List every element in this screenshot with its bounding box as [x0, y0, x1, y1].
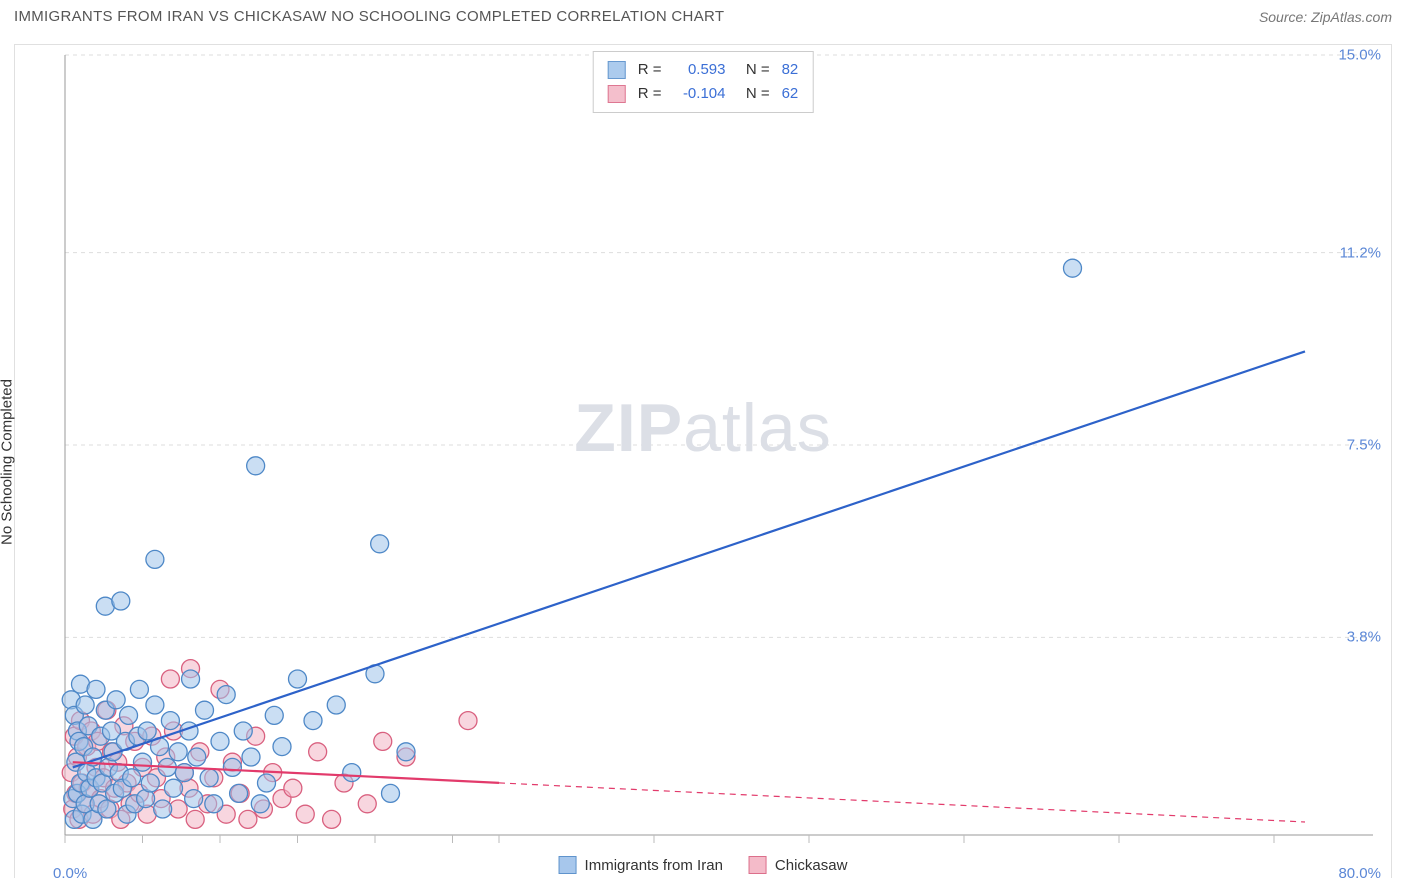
iran-point	[273, 738, 291, 756]
iran-point	[223, 758, 241, 776]
y-tick-label: 7.5%	[1347, 437, 1381, 454]
chart-title: IMMIGRANTS FROM IRAN VS CHICKASAW NO SCH…	[14, 8, 724, 25]
legend-label: Immigrants from Iran	[585, 857, 723, 874]
iran-point	[185, 790, 203, 808]
iran-point	[182, 670, 200, 688]
iran-point	[165, 779, 183, 797]
chart-container: No Schooling Completed ZIPatlas R = 0.59…	[14, 44, 1392, 878]
swatch-iran	[608, 61, 626, 79]
chickasaw-point	[186, 810, 204, 828]
iran-point	[87, 680, 105, 698]
chickasaw-point	[459, 712, 477, 730]
iran-point	[230, 784, 248, 802]
swatch-iran	[559, 856, 577, 874]
iran-point	[188, 748, 206, 766]
iran-point	[196, 701, 214, 719]
iran-point	[382, 784, 400, 802]
r-label: R =	[638, 82, 662, 106]
y-axis-label: No Schooling Completed	[0, 379, 16, 545]
iran-point	[327, 696, 345, 714]
iran-point	[123, 769, 141, 787]
legend-item-iran: Immigrants from Iran	[559, 856, 723, 874]
iran-point	[234, 722, 252, 740]
legend-label: Chickasaw	[775, 857, 848, 874]
iran-trendline	[73, 351, 1305, 767]
chickasaw-point	[323, 810, 341, 828]
n-value: 62	[782, 82, 799, 106]
chickasaw-point	[374, 732, 392, 750]
iran-point	[154, 800, 172, 818]
iran-point	[242, 748, 260, 766]
x-tick-max: 80.0%	[1338, 865, 1381, 882]
iran-point	[265, 706, 283, 724]
stats-row-iran: R = 0.593 N = 82	[608, 58, 799, 82]
r-value: 0.593	[669, 58, 725, 82]
iran-point	[112, 592, 130, 610]
iran-point	[146, 696, 164, 714]
stats-legend: R = 0.593 N = 82 R = -0.104 N = 62	[593, 51, 814, 113]
swatch-chickasaw	[608, 85, 626, 103]
chickasaw-trendline-dashed	[499, 783, 1305, 822]
n-label: N =	[737, 58, 769, 82]
chickasaw-point	[296, 805, 314, 823]
swatch-chickasaw	[749, 856, 767, 874]
iran-point	[107, 691, 125, 709]
source-attribution: Source: ZipAtlas.com	[1259, 9, 1392, 25]
iran-point	[397, 743, 415, 761]
iran-point	[205, 795, 223, 813]
iran-point	[289, 670, 307, 688]
series-legend: Immigrants from Iran Chickasaw	[559, 856, 848, 874]
iran-point	[169, 743, 187, 761]
iran-point	[258, 774, 276, 792]
chickasaw-point	[358, 795, 376, 813]
iran-point	[138, 722, 156, 740]
r-label: R =	[638, 58, 662, 82]
x-tick-min: 0.0%	[53, 865, 87, 882]
y-tick-label: 11.2%	[1340, 244, 1381, 261]
iran-point	[120, 706, 138, 724]
iran-point	[200, 769, 218, 787]
scatter-chart	[15, 45, 1391, 878]
chickasaw-point	[239, 810, 257, 828]
chickasaw-point	[309, 743, 327, 761]
iran-point	[247, 457, 265, 475]
iran-point	[146, 550, 164, 568]
y-tick-label: 15.0%	[1338, 47, 1381, 64]
r-value: -0.104	[669, 82, 725, 106]
iran-point	[371, 535, 389, 553]
chickasaw-point	[284, 779, 302, 797]
iran-point	[1064, 259, 1082, 277]
iran-point	[217, 686, 235, 704]
y-tick-label: 3.8%	[1347, 629, 1381, 646]
iran-point	[161, 712, 179, 730]
iran-point	[141, 774, 159, 792]
iran-point	[304, 712, 322, 730]
iran-point	[251, 795, 269, 813]
iran-point	[343, 764, 361, 782]
n-value: 82	[782, 58, 799, 82]
iran-point	[134, 753, 152, 771]
n-label: N =	[737, 82, 769, 106]
iran-point	[211, 732, 229, 750]
iran-point	[76, 696, 94, 714]
chickasaw-point	[161, 670, 179, 688]
stats-row-chickasaw: R = -0.104 N = 62	[608, 82, 799, 106]
iran-point	[130, 680, 148, 698]
legend-item-chickasaw: Chickasaw	[749, 856, 848, 874]
